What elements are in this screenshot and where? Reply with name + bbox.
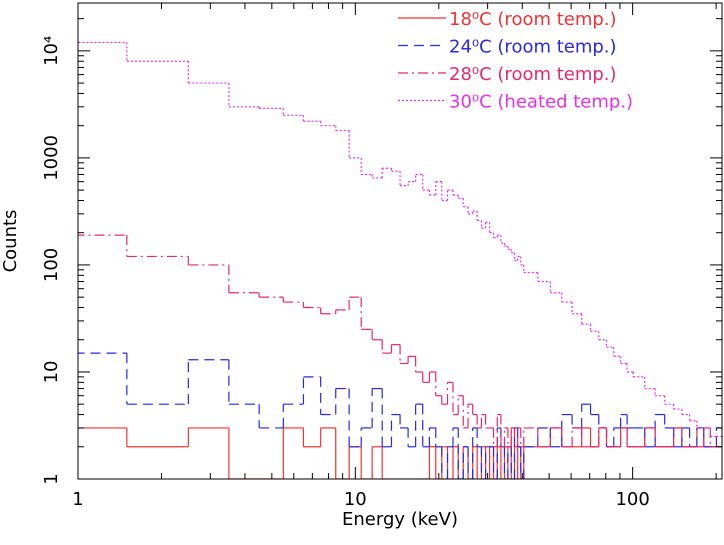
y-axis-label: Counts — [0, 210, 21, 273]
y-tick-label: 1000 — [41, 135, 62, 181]
legend-label: 24⁰C (room temp.) — [449, 37, 617, 58]
y-tick-label: 1 — [41, 473, 62, 484]
y-tick-label: 100 — [41, 248, 62, 282]
legend-label: 28⁰C (room temp.) — [449, 64, 617, 85]
legend-label: 30⁰C (heated temp.) — [449, 92, 633, 113]
x-axis-label: Energy (keV) — [342, 509, 458, 530]
x-tick-label: 1 — [72, 489, 83, 510]
plot-area — [78, 41, 722, 479]
y-tick-label: 10 — [41, 361, 62, 384]
y-tick-label: 10⁴ — [41, 36, 62, 66]
x-tick-label: 10 — [344, 489, 367, 510]
legend-label: 18⁰C (room temp.) — [449, 9, 617, 30]
x-tick-label: 100 — [615, 489, 649, 510]
plot-frame — [77, 2, 723, 480]
